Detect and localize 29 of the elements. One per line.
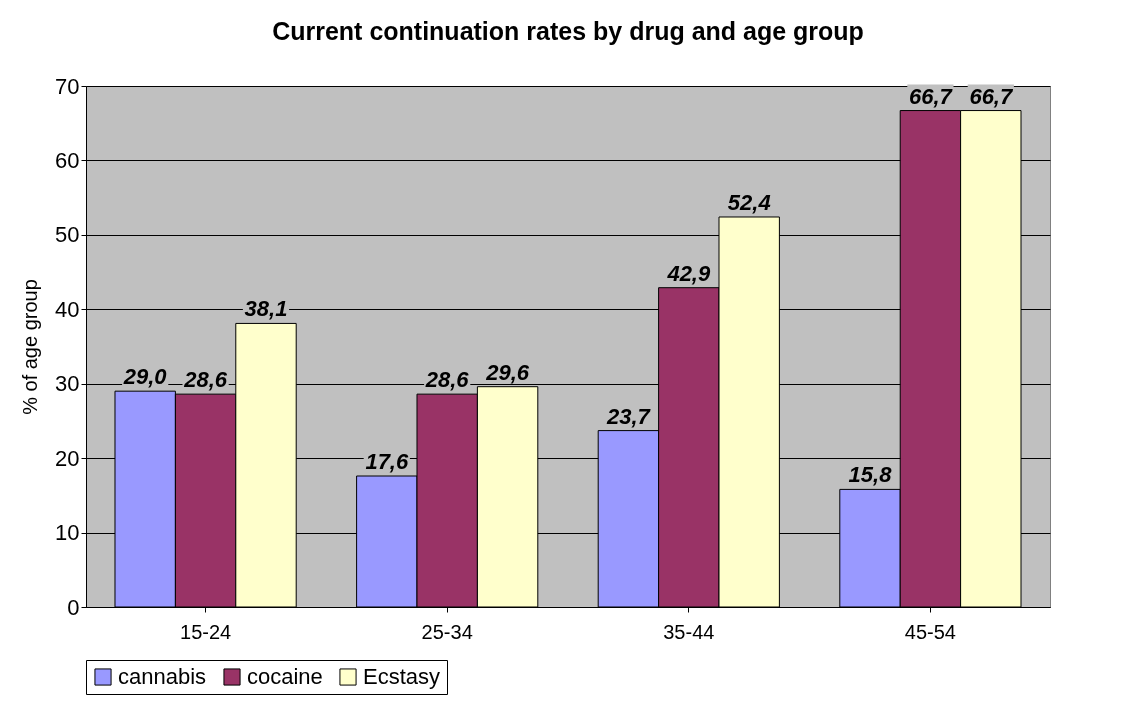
data-label: 17,6 [365, 449, 409, 475]
data-label: 38,1 [244, 296, 288, 322]
y-tick-label: 50 [55, 222, 80, 248]
legend-label: cocaine [247, 664, 323, 689]
y-tick-label: 70 [55, 73, 80, 99]
legend-label: cannabis [118, 664, 207, 689]
data-label: 15,8 [848, 462, 893, 488]
x-tick-label: 45-54 [904, 620, 956, 643]
y-tick-label: 30 [55, 371, 80, 397]
data-label: 29,0 [122, 364, 168, 390]
legend-label: Ecstasy [363, 664, 441, 689]
y-tick-label: 40 [55, 296, 80, 322]
y-tick-label: 10 [55, 520, 80, 546]
data-label: 23,7 [605, 403, 652, 429]
x-tick-label: 25-34 [421, 620, 473, 643]
data-label: 52,4 [727, 189, 771, 215]
data-label: 42,9 [666, 260, 711, 286]
data-label: 66,7 [908, 83, 954, 109]
data-label: 28,6 [183, 367, 228, 393]
data-label: 29,6 [485, 359, 530, 385]
data-label: 66,7 [969, 83, 1014, 109]
x-tick-label: 35-44 [663, 620, 715, 643]
y-tick-label: 0 [67, 594, 80, 620]
x-tick-label: 15-24 [180, 620, 232, 643]
chart-title: Current continuation rates by drug and age group [272, 17, 864, 45]
data-label: 28,6 [424, 367, 470, 393]
y-tick-label: 60 [55, 147, 80, 173]
y-axis-title: % of age group [19, 279, 42, 415]
y-tick-label: 20 [55, 445, 80, 471]
